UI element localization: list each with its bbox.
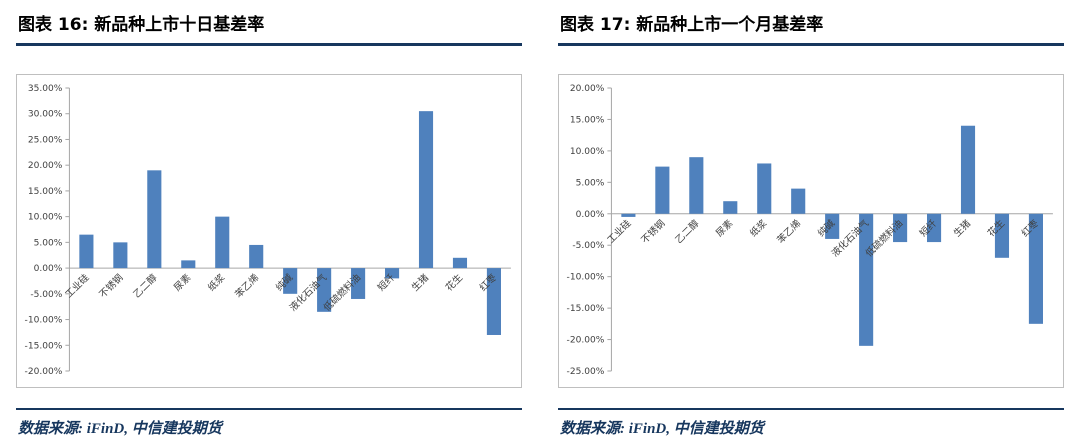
figure-17-source: 数据来源: iFinD, 中信建投期货 [560,421,764,437]
category-label: 尿素 [171,271,193,293]
figure-17-panel: 图表 17: 新品种上市一个月基差率 20.00% 15.00% 10.00% 5.0… [558,8,1064,448]
y-tick-label: 0.00% [576,210,605,220]
category-label: 纸浆 [205,271,227,293]
source-divider [16,408,522,410]
category-label: 工业硅 [605,217,634,246]
bar [79,234,94,269]
bar [791,188,806,214]
bar [960,125,976,214]
category-label: 纸浆 [747,217,769,239]
bar [723,201,738,214]
bar [1028,213,1043,324]
bar [147,170,162,269]
y-tick-label: 20.00% [570,84,605,94]
y-tick-label: -5.00% [572,241,604,251]
bar [655,166,670,214]
figure-17-chart-frame: 20.00% 15.00% 10.00% 5.00% 0.00% -5.00% -10.00… [558,74,1064,388]
y-tick-label: 10.00% [28,213,63,223]
figure-17-caption: 图表 17: 新品种上市一个月基差率 [558,8,1064,46]
category-label: 不锈钢 [639,217,668,246]
y-tick-label: 25.00% [28,135,63,145]
category-label: 生猪 [951,217,973,239]
bar [757,163,772,214]
bar [926,213,942,243]
figure-16-panel: 图表 16: 新品种上市十日基差率 35.00% 30.00% 25.00% 20.0… [16,8,522,448]
figure-16-source: 数据来源: iFinD, 中信建投期货 [18,421,222,437]
y-tick-label: 5.00% [576,178,605,188]
bar [994,213,1010,258]
category-label: 花生 [443,271,465,293]
bar [859,213,874,346]
bar [249,244,264,269]
category-label: 苯乙烯 [775,217,804,246]
y-tick-label: 35.00% [28,84,63,94]
bar [113,242,128,269]
y-tick-label: -20.00% [567,336,605,346]
y-tick-label: -10.00% [567,273,605,283]
figure-16-bar-chart: 35.00% 30.00% 25.00% 20.00% 15.00% 10.00% 5.00… [25,84,511,377]
category-label: 工业硅 [63,271,92,300]
y-tick-label: 20.00% [28,161,63,171]
y-tick-label: 10.00% [570,147,605,157]
bar [486,268,501,335]
y-tick-label: 0.00% [34,264,63,274]
y-tick-label: -5.00% [30,290,62,300]
category-label: 乙二醇 [131,271,160,300]
y-tick-label: -15.00% [567,304,605,314]
figure-16-caption: 图表 16: 新品种上市十日基差率 [16,8,522,46]
y-tick-label: 30.00% [28,110,63,120]
bar [351,268,366,299]
bar [621,213,636,217]
y-tick-label: -10.00% [25,316,63,326]
category-label: 尿素 [713,217,735,239]
bar [452,257,468,269]
bar [893,213,908,243]
bar [181,260,196,269]
category-label: 生猪 [409,271,431,293]
category-label: 不锈钢 [97,272,126,301]
bar [825,213,840,239]
bar [689,157,704,214]
figure-17-bar-chart: 20.00% 15.00% 10.00% 5.00% 0.00% -5.00% -10.00… [567,84,1053,377]
y-tick-label: 15.00% [28,187,63,197]
y-tick-label: -25.00% [567,367,605,377]
y-tick-label: 5.00% [34,238,63,248]
category-label: 乙二醇 [673,217,702,246]
bar [283,268,298,294]
y-tick-label: -20.00% [25,367,63,377]
y-tick-label: 15.00% [570,115,605,125]
source-divider [558,408,1064,410]
bar [215,216,230,269]
figure-16-chart-frame: 35.00% 30.00% 25.00% 20.00% 15.00% 10.00% 5.00… [16,74,522,388]
bar [384,268,400,279]
category-label: 苯乙烯 [233,271,262,300]
bar [418,111,434,269]
bar [317,268,332,312]
y-tick-label: -15.00% [25,341,63,351]
